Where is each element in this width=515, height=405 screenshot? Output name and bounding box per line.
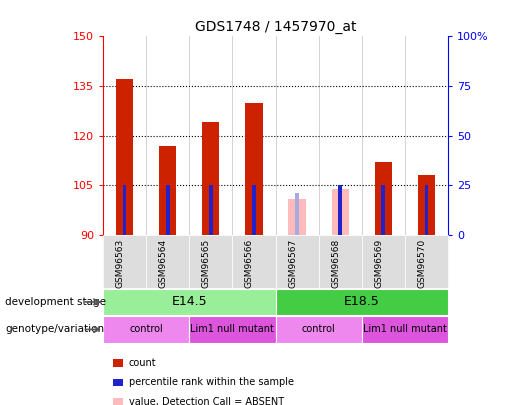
Bar [189, 316, 276, 343]
Bar [189, 235, 232, 288]
Bar [103, 235, 146, 288]
Bar [288, 198, 306, 235]
Bar [116, 79, 133, 235]
Bar [276, 235, 319, 288]
Bar [245, 102, 263, 235]
Bar [232, 235, 276, 288]
Text: percentile rank within the sample: percentile rank within the sample [129, 377, 294, 387]
Bar [362, 316, 448, 343]
Text: GSM96563: GSM96563 [115, 239, 125, 288]
Text: control: control [129, 324, 163, 335]
Bar [332, 189, 349, 235]
Bar [146, 235, 189, 288]
Bar [382, 185, 385, 235]
Text: GSM96564: GSM96564 [159, 239, 168, 288]
Text: GSM96565: GSM96565 [202, 239, 211, 288]
Text: GSM96570: GSM96570 [418, 239, 426, 288]
Bar [103, 316, 189, 343]
Bar [209, 185, 213, 235]
Text: genotype/variation: genotype/variation [5, 324, 104, 335]
Bar [166, 185, 169, 235]
Bar [123, 185, 127, 235]
Title: GDS1748 / 1457970_at: GDS1748 / 1457970_at [195, 20, 356, 34]
Bar [319, 235, 362, 288]
Bar [338, 185, 342, 235]
Text: GSM96569: GSM96569 [374, 239, 383, 288]
Bar [405, 235, 448, 288]
Bar [159, 145, 176, 235]
Text: count: count [129, 358, 157, 368]
Text: development stage: development stage [5, 297, 106, 307]
Bar [375, 162, 392, 235]
Text: Lim1 null mutant: Lim1 null mutant [191, 324, 274, 335]
Text: GSM96566: GSM96566 [245, 239, 254, 288]
Bar [362, 235, 405, 288]
Bar [276, 316, 362, 343]
Bar [276, 289, 448, 315]
Bar [295, 193, 299, 235]
Bar [202, 122, 219, 235]
Text: GSM96567: GSM96567 [288, 239, 297, 288]
Bar [424, 185, 428, 235]
Text: value, Detection Call = ABSENT: value, Detection Call = ABSENT [129, 397, 284, 405]
Bar [252, 185, 256, 235]
Text: GSM96568: GSM96568 [331, 239, 340, 288]
Text: control: control [302, 324, 336, 335]
Bar [103, 289, 276, 315]
Bar [418, 175, 435, 235]
Text: E18.5: E18.5 [344, 295, 380, 309]
Text: E14.5: E14.5 [171, 295, 207, 309]
Text: Lim1 null mutant: Lim1 null mutant [363, 324, 447, 335]
